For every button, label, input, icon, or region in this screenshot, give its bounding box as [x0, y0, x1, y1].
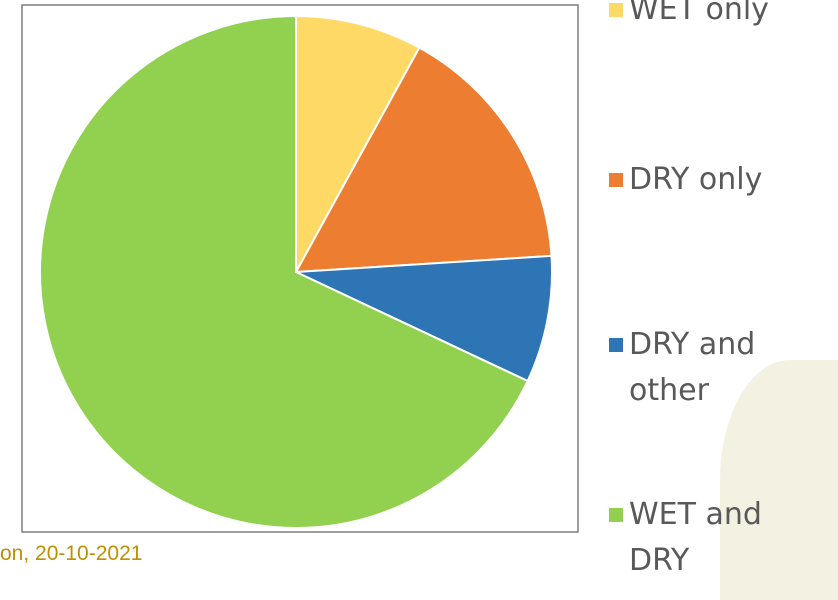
legend-item: WET and DRY: [605, 492, 805, 584]
chart: [21, 4, 579, 533]
legend-label: DRY only: [629, 162, 763, 197]
legend-swatch: [609, 3, 623, 17]
pie-slice: [295, 14, 421, 273]
legend-label: WET and DRY: [629, 497, 762, 578]
pie: [39, 14, 553, 529]
pie-slice: [295, 254, 553, 383]
legend-swatch: [609, 173, 623, 187]
legend-swatch: [609, 508, 623, 522]
background-shape: [720, 360, 838, 600]
legend-swatch: [609, 338, 623, 352]
pie-slice: [39, 14, 529, 529]
legend-label: WET only: [629, 0, 769, 27]
legend-item: DRY only: [605, 157, 805, 203]
footer-text: on, 20-10-2021: [0, 542, 143, 565]
legend-item: DRY and other: [605, 322, 805, 414]
legend-item: WET only: [605, 0, 805, 33]
legend-label: DRY and other: [629, 327, 756, 408]
pie-slice: [294, 46, 553, 274]
